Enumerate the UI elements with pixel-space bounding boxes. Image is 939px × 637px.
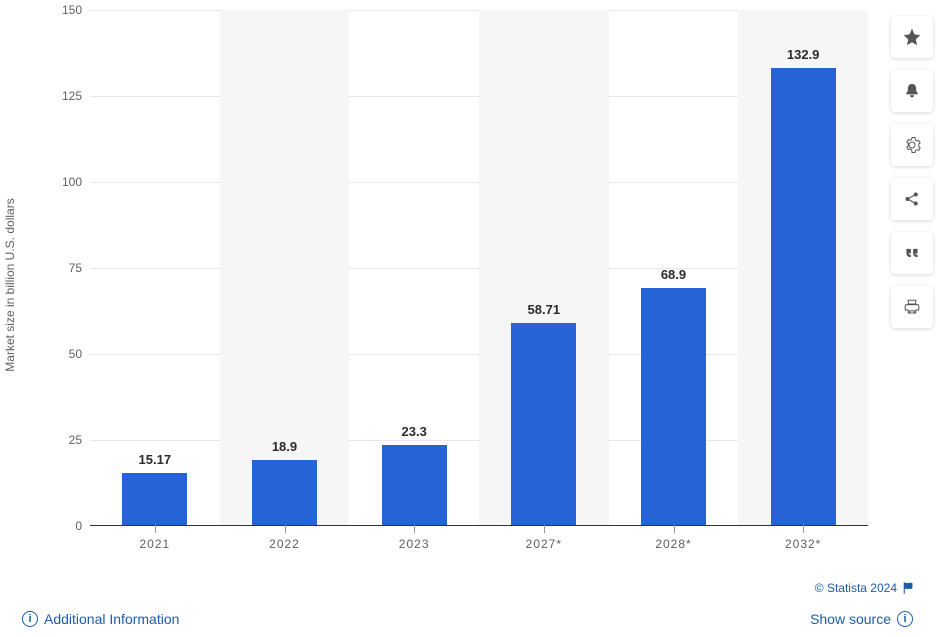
- info-icon: i: [897, 611, 913, 627]
- x-tick-label: 2028*: [655, 537, 691, 551]
- star-icon: [903, 28, 921, 46]
- print-icon: [903, 298, 921, 316]
- y-tick-label: 100: [62, 175, 82, 189]
- y-tick-label: 125: [62, 89, 82, 103]
- chart-footer: © Statista 2024 i Additional Information…: [18, 579, 921, 629]
- bar-value-label: 132.9: [787, 47, 820, 62]
- bar-value-label: 23.3: [402, 424, 427, 439]
- x-tick-label: 2021: [139, 537, 170, 551]
- y-tick-label: 0: [75, 519, 82, 533]
- x-tick-mark: [155, 525, 156, 533]
- bar[interactable]: 68.9: [641, 288, 706, 525]
- share-icon: [903, 190, 921, 208]
- y-tick-label: 75: [69, 261, 82, 275]
- bar-value-label: 15.17: [139, 452, 172, 467]
- y-tick-label: 50: [69, 347, 82, 361]
- y-tick-label: 150: [62, 3, 82, 17]
- additional-info-link[interactable]: i Additional Information: [22, 611, 179, 627]
- bar-value-label: 58.71: [528, 302, 561, 317]
- bar[interactable]: 23.3: [382, 445, 447, 525]
- bar-value-label: 18.9: [272, 439, 297, 454]
- x-tick-mark: [803, 525, 804, 533]
- x-tick-mark: [544, 525, 545, 533]
- print-button[interactable]: [891, 286, 933, 328]
- chart-container: Market size in billion U.S. dollars 0255…: [18, 0, 868, 570]
- x-tick-mark: [674, 525, 675, 533]
- x-tick-label: 2027*: [526, 537, 562, 551]
- bar-value-label: 68.9: [661, 267, 686, 282]
- additional-info-text: Additional Information: [44, 611, 179, 627]
- bar[interactable]: 15.17: [122, 473, 187, 525]
- quote-icon: [903, 244, 921, 262]
- gear-icon: [903, 136, 921, 154]
- favorite-button[interactable]: [891, 16, 933, 58]
- bar[interactable]: 58.71: [511, 323, 576, 525]
- bar[interactable]: 132.9: [771, 68, 836, 525]
- plot-area: 025507510012515015.17202118.9202223.3202…: [90, 10, 868, 526]
- x-tick-label: 2022: [269, 537, 300, 551]
- x-tick-mark: [414, 525, 415, 533]
- action-toolbar: [891, 16, 933, 328]
- notify-button[interactable]: [891, 70, 933, 112]
- show-source-text: Show source: [810, 611, 891, 627]
- y-tick-label: 25: [69, 433, 82, 447]
- settings-button[interactable]: [891, 124, 933, 166]
- x-tick-label: 2032*: [785, 537, 821, 551]
- y-axis-label: Market size in billion U.S. dollars: [3, 198, 17, 371]
- flag-icon: [903, 582, 913, 594]
- info-icon: i: [22, 611, 38, 627]
- show-source-link[interactable]: Show source i: [810, 611, 913, 627]
- copyright[interactable]: © Statista 2024: [815, 581, 913, 595]
- copyright-text: © Statista 2024: [815, 581, 897, 595]
- share-button[interactable]: [891, 178, 933, 220]
- bar[interactable]: 18.9: [252, 460, 317, 525]
- x-tick-mark: [285, 525, 286, 533]
- cite-button[interactable]: [891, 232, 933, 274]
- x-tick-label: 2023: [399, 537, 430, 551]
- bell-icon: [903, 82, 921, 100]
